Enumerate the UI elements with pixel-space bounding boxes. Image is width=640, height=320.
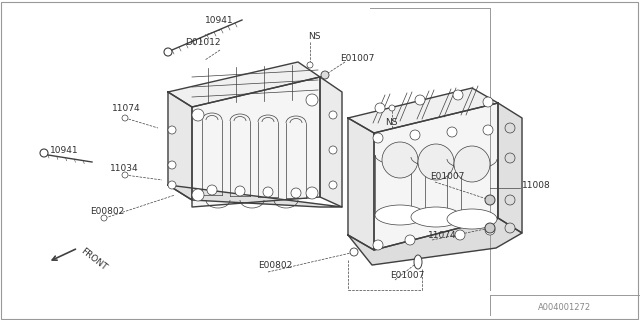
Ellipse shape <box>411 207 461 227</box>
Circle shape <box>505 123 515 133</box>
Text: A004001272: A004001272 <box>538 303 591 313</box>
Circle shape <box>389 105 395 111</box>
Text: E01007: E01007 <box>430 172 465 180</box>
Polygon shape <box>498 103 522 233</box>
Circle shape <box>306 187 318 199</box>
Polygon shape <box>348 88 498 133</box>
Text: NS: NS <box>308 31 321 41</box>
Circle shape <box>405 235 415 245</box>
Text: 10941: 10941 <box>205 15 234 25</box>
Circle shape <box>418 144 454 180</box>
Circle shape <box>291 188 301 198</box>
Circle shape <box>455 230 465 240</box>
Circle shape <box>415 95 425 105</box>
Circle shape <box>329 146 337 154</box>
Circle shape <box>164 48 172 56</box>
Circle shape <box>454 146 490 182</box>
Circle shape <box>373 240 383 250</box>
Text: E00802: E00802 <box>258 261 292 270</box>
Text: 11074: 11074 <box>112 103 141 113</box>
Circle shape <box>101 215 107 221</box>
Circle shape <box>382 142 418 178</box>
Text: E01007: E01007 <box>340 53 374 62</box>
Circle shape <box>505 153 515 163</box>
Text: 11034: 11034 <box>110 164 139 172</box>
Circle shape <box>485 223 495 233</box>
Circle shape <box>329 111 337 119</box>
Circle shape <box>207 185 217 195</box>
Circle shape <box>505 195 515 205</box>
Circle shape <box>192 109 204 121</box>
Circle shape <box>263 187 273 197</box>
Circle shape <box>505 223 515 233</box>
Polygon shape <box>168 62 320 107</box>
Circle shape <box>375 103 385 113</box>
Circle shape <box>483 125 493 135</box>
Ellipse shape <box>414 255 422 269</box>
Circle shape <box>122 115 128 121</box>
Text: 11008: 11008 <box>522 180 551 189</box>
Circle shape <box>168 161 176 169</box>
Circle shape <box>485 195 495 205</box>
Polygon shape <box>374 103 498 250</box>
Circle shape <box>168 126 176 134</box>
Circle shape <box>485 225 495 235</box>
Text: NS: NS <box>385 117 397 126</box>
Circle shape <box>321 71 329 79</box>
Polygon shape <box>348 218 522 265</box>
Circle shape <box>235 186 245 196</box>
Circle shape <box>329 181 337 189</box>
Circle shape <box>122 172 128 178</box>
Circle shape <box>447 127 457 137</box>
Circle shape <box>410 130 420 140</box>
Text: 11074: 11074 <box>428 231 456 241</box>
Circle shape <box>483 97 493 107</box>
Circle shape <box>307 62 313 68</box>
Polygon shape <box>168 92 192 200</box>
Circle shape <box>350 248 358 256</box>
Ellipse shape <box>447 209 497 229</box>
Polygon shape <box>168 185 342 207</box>
Circle shape <box>192 189 204 201</box>
Text: 10941: 10941 <box>50 146 79 155</box>
Polygon shape <box>348 118 374 250</box>
Circle shape <box>168 181 176 189</box>
Circle shape <box>373 133 383 143</box>
Polygon shape <box>320 77 342 207</box>
Circle shape <box>453 90 463 100</box>
Polygon shape <box>192 77 320 207</box>
Text: E01007: E01007 <box>390 271 424 281</box>
Text: E00802: E00802 <box>90 207 124 217</box>
Ellipse shape <box>375 205 425 225</box>
Text: FRONT: FRONT <box>79 246 109 272</box>
Circle shape <box>306 94 318 106</box>
Circle shape <box>40 149 48 157</box>
Text: D01012: D01012 <box>185 37 221 46</box>
